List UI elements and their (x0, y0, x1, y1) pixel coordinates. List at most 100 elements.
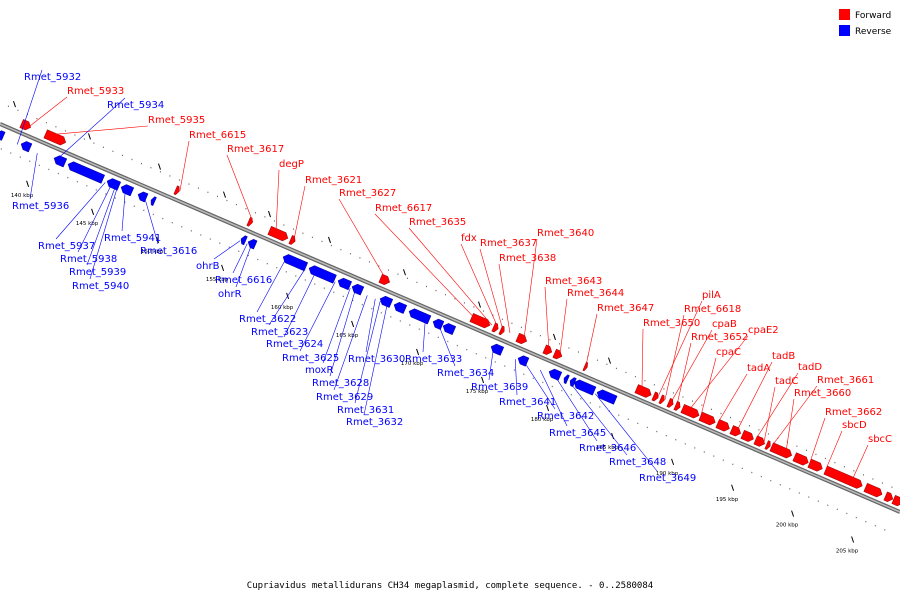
track-dot (190, 230, 192, 232)
track-dot (454, 298, 456, 300)
reverse-gene-shape (106, 178, 122, 191)
track-dot (380, 312, 382, 314)
reverse-gene (442, 323, 457, 336)
kbp-tick (416, 348, 420, 356)
callout-line (422, 320, 426, 353)
track-dot (311, 236, 313, 238)
track-dot (492, 314, 494, 316)
callout-line (144, 199, 159, 245)
reverse-gene-shape (308, 265, 337, 284)
track-dot (891, 486, 893, 488)
callout-line (488, 349, 494, 381)
kbp-tick-label: 170 kbp (401, 361, 424, 367)
reverse-gene-label: Rmet_5934 (107, 100, 164, 111)
reverse-gene-shape (150, 196, 157, 206)
track-dot (836, 508, 838, 511)
minor-tick (268, 210, 271, 218)
tick-marks: 140 kbp 145 kbp 150 kbp 155 kbp 160 kbp 165 k… (0, 100, 893, 554)
callout-line (235, 245, 252, 288)
callout-line (554, 376, 598, 442)
track-dot (846, 512, 848, 515)
track-dot (881, 482, 883, 484)
track-dot (577, 351, 579, 353)
reverse-gene-shape (247, 239, 258, 250)
track-dot (302, 232, 304, 234)
track-dot (45, 122, 47, 124)
kbp-tick (546, 404, 550, 412)
forward-gene-label: Rmet_3635 (409, 217, 466, 228)
forward-gene (769, 442, 793, 459)
track-dot (504, 365, 506, 367)
forward-gene (764, 440, 771, 450)
forward-gene-shape (792, 452, 809, 466)
forward-gene-label: sbcC (868, 434, 892, 445)
callout-line (333, 295, 368, 391)
reverse-gene-label: Rmet_5940 (72, 281, 129, 292)
track-dot (48, 168, 50, 171)
track-dot (114, 197, 116, 199)
forward-gene-label: Rmet_3647 (597, 303, 654, 314)
callout-line (49, 125, 149, 135)
reverse-gene-label: Rmet_5941 (104, 233, 161, 244)
gene-labels: Rmet_5933 Rmet_5935 Rmet_6615 Rmet_3617 degP… (12, 69, 892, 484)
reverse-gene (432, 318, 445, 330)
track-dot (74, 134, 76, 136)
forward-gene-label: Rmet_3621 (305, 175, 362, 186)
track-dot (703, 451, 705, 453)
reverse-gene-label: Rmet_3646 (579, 443, 636, 454)
track-dot (751, 471, 753, 474)
reverse-gene (137, 191, 149, 203)
forward-gene-label: pilA (702, 290, 721, 301)
kbp-tick (731, 484, 735, 491)
reverse-gene-label: moxR (305, 365, 333, 376)
callout-line (55, 182, 106, 240)
callout-line (374, 213, 475, 318)
track-dot (549, 339, 551, 341)
track-dot (767, 433, 769, 435)
forward-gene-label: Rmet_6615 (189, 130, 246, 141)
track-dot (789, 488, 791, 490)
callout-line (283, 272, 316, 338)
callout-line (771, 385, 818, 447)
kbp-tick (156, 236, 160, 244)
track-dot (627, 418, 629, 420)
track-dot (245, 208, 247, 210)
reverse-gene-shape (490, 343, 505, 356)
callout-line (329, 290, 356, 377)
callout-line (55, 97, 126, 162)
track-dot (228, 246, 230, 248)
track-dot (102, 146, 104, 148)
forward-gene (891, 495, 900, 507)
reverse-gene (53, 155, 68, 168)
track-dot (216, 195, 218, 198)
track-dot (865, 520, 867, 523)
track-dot (238, 250, 240, 252)
track-dot (805, 449, 807, 451)
forward-gene-label: Rmet_3652 (691, 332, 748, 343)
track-dot (418, 328, 420, 330)
track-dot (824, 457, 826, 460)
track-dot (295, 275, 297, 277)
track-dot (748, 425, 750, 427)
track-dot (247, 254, 249, 257)
legend-forward-label: Forward (855, 11, 891, 21)
reverse-gene-label: Rmet_3622 (239, 314, 296, 325)
forward-gene (469, 313, 491, 329)
callout-line (851, 444, 869, 481)
callout-line (544, 286, 550, 350)
track-dot (618, 414, 620, 416)
kbp-tick-label: 150 kbp (141, 249, 164, 255)
track-dot (732, 463, 734, 465)
track-dot (570, 394, 572, 396)
track-dot (171, 222, 173, 224)
track-dot (64, 130, 66, 132)
forward-gene-shape (807, 458, 823, 472)
callout-line (408, 227, 493, 326)
track-dot (558, 343, 560, 345)
reverse-gene (408, 308, 432, 325)
reverse-gene-shape (137, 191, 149, 203)
track-dot (646, 426, 648, 429)
track-dot (285, 271, 287, 273)
kbp-tick-label: 190 kbp (656, 471, 679, 477)
